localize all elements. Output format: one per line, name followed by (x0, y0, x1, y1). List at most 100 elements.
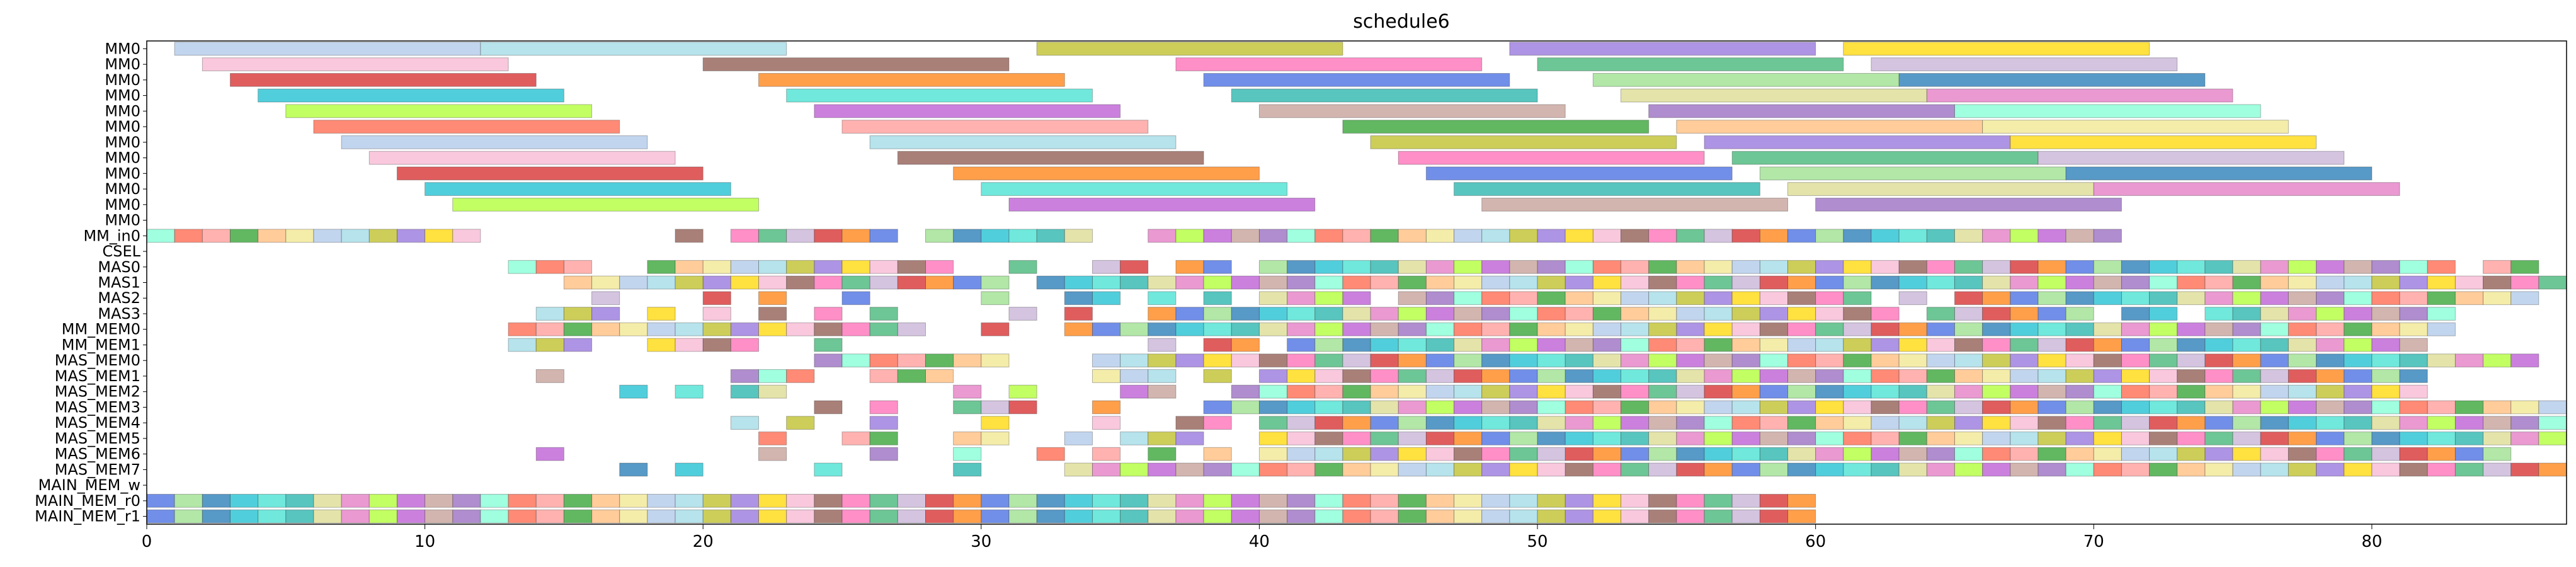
slot-bar (1815, 229, 1844, 243)
slot-bar (1370, 369, 1399, 383)
slot-bar (2093, 229, 2122, 243)
slot-bar (1926, 400, 1955, 415)
slot-bar (2538, 400, 2567, 415)
slot-bar (2399, 260, 2428, 274)
slot-bar (1370, 493, 1399, 508)
slot-bar (758, 275, 787, 290)
slot-bar (1815, 307, 1844, 321)
slot-bar (2121, 416, 2150, 430)
slot-bar (1898, 291, 1927, 306)
slot-bar (1843, 447, 1872, 461)
slot-bar (2454, 291, 2484, 306)
slot-bar (2037, 229, 2066, 243)
slot-bar (1203, 509, 1232, 524)
slot-bar (535, 307, 564, 321)
x-tick-label: 0 (142, 532, 152, 551)
slot-bar (1064, 322, 1093, 336)
slot-bar (2344, 291, 2373, 306)
slot-bar (1148, 462, 1177, 477)
slot-bar (1342, 509, 1371, 524)
slot-bar (1398, 307, 1427, 321)
slot-bar (814, 307, 843, 321)
slot-bar (2232, 260, 2261, 274)
slot-bar (1120, 353, 1149, 368)
slot-bar (1203, 260, 1232, 274)
slot-bar (1203, 493, 1232, 508)
slot-bar (2454, 416, 2484, 430)
task-bar (425, 182, 731, 196)
slot-bar (1787, 384, 1816, 399)
slot-bar (1592, 447, 1622, 461)
slot-bar (1815, 369, 1844, 383)
slot-bar (1314, 275, 1343, 290)
slot-bar (1148, 384, 1177, 399)
slot-bar (869, 229, 898, 243)
slot-bar (2010, 369, 2039, 383)
slot-bar (897, 493, 926, 508)
slot-bar (1314, 384, 1343, 399)
slot-bar (1148, 322, 1177, 336)
task-bar (2065, 166, 2373, 181)
slot-bar (285, 229, 314, 243)
slot-bar (1231, 275, 1260, 290)
task-bar (2037, 151, 2345, 165)
slot-bar (1676, 275, 1705, 290)
slot-bar (1537, 291, 1566, 306)
slot-bar (396, 509, 426, 524)
slot-bar (953, 275, 982, 290)
slot-bar (2065, 462, 2094, 477)
slot-bar (2260, 291, 2289, 306)
slot-bar (1231, 322, 1260, 336)
slot-bar (1481, 338, 1510, 352)
slot-bar (1258, 447, 1288, 461)
slot-bar (925, 353, 954, 368)
slot-bar (2121, 338, 2150, 352)
slot-bar (675, 462, 704, 477)
slot-bar (925, 509, 954, 524)
slot-bar (1759, 369, 1788, 383)
slot-bar (2260, 369, 2289, 383)
slot-bar (1982, 322, 2011, 336)
slot-bar (1314, 369, 1343, 383)
slot-bar (1342, 322, 1371, 336)
slot-bar (1537, 275, 1566, 290)
slot-bar (2232, 384, 2261, 399)
slot-bar (1425, 275, 1455, 290)
slot-bar (1481, 260, 1510, 274)
slot-bar (675, 509, 704, 524)
slot-bar (1648, 493, 1677, 508)
x-tick-label: 10 (414, 532, 435, 551)
slot-bar (2344, 416, 2373, 430)
slot-bar (1982, 307, 2011, 321)
slot-bar (1592, 353, 1622, 368)
slot-bar (1314, 432, 1343, 445)
slot-bar (2399, 447, 2428, 461)
slot-bar (1008, 384, 1037, 399)
slot-bar (1843, 353, 1872, 368)
slot-bar (1704, 291, 1733, 306)
slot-bar (2121, 447, 2150, 461)
slot-bar (452, 493, 481, 508)
slot-bar (2121, 432, 2150, 445)
slot-bar (535, 493, 564, 508)
slot-bar (758, 432, 787, 445)
slot-bar (1592, 369, 1622, 383)
slot-bar (1564, 260, 1593, 274)
task-bar (786, 88, 1093, 103)
task-bar (1759, 166, 2066, 181)
slot-bar (1787, 229, 1816, 243)
slot-bar (1759, 493, 1788, 508)
slot-bar (758, 384, 787, 399)
slot-bar (1258, 384, 1288, 399)
slot-bar (925, 260, 954, 274)
slot-bar (2260, 400, 2289, 415)
slot-bar (1175, 509, 1204, 524)
slot-bar (1731, 353, 1760, 368)
slot-bar (981, 400, 1010, 415)
slot-bar (1203, 229, 1232, 243)
slot-bar (619, 509, 648, 524)
slot-bar (2177, 416, 2206, 430)
slot-bar (2483, 400, 2512, 415)
slot-bar (1509, 229, 1538, 243)
slot-bar (2316, 291, 2345, 306)
